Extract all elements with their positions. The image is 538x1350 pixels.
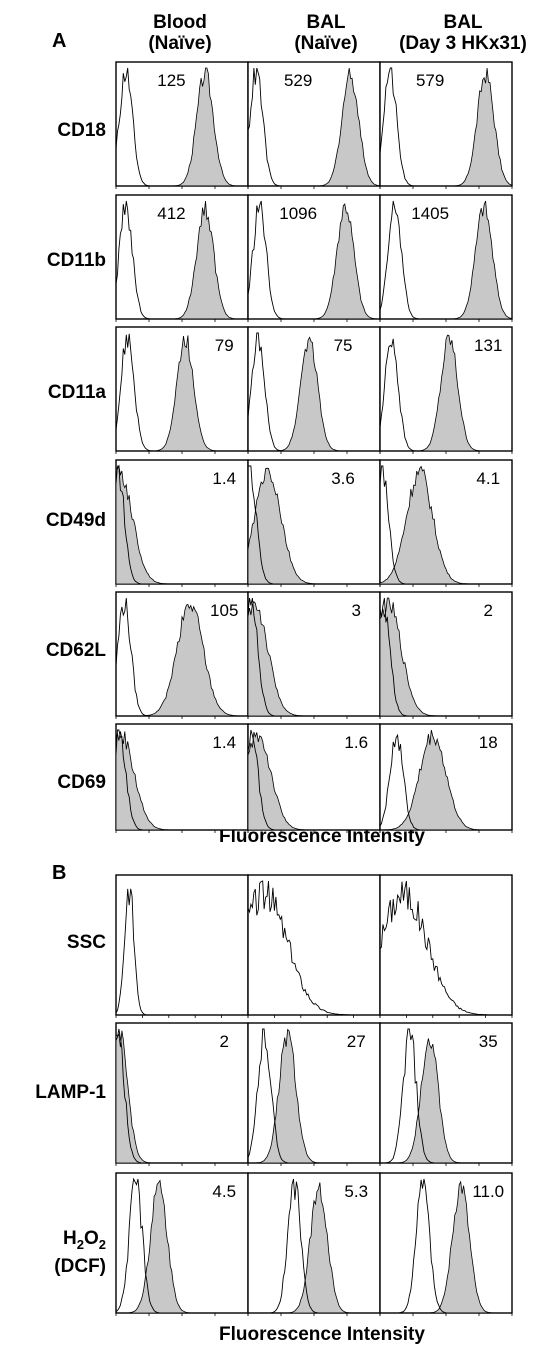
mfi-value: 579 xyxy=(416,71,444,90)
mfi-value: 1405 xyxy=(411,204,449,223)
ssc-histogram xyxy=(379,880,512,1016)
mfi-value: 125 xyxy=(157,71,185,90)
column-header-line1: BAL xyxy=(443,12,483,33)
row-label-cd69: CD69 xyxy=(57,772,106,793)
mfi-value: 5.3 xyxy=(344,1182,368,1201)
mfi-value: 1.4 xyxy=(212,733,236,752)
mfi-value: 18 xyxy=(479,733,498,752)
stained-histogram xyxy=(116,603,248,717)
x-axis-title-panel-b: Fluorescence Intensity xyxy=(219,1324,425,1345)
histogram-frame xyxy=(379,459,513,585)
panel-b-label: B xyxy=(52,862,67,884)
column-header-line2: (Day 3 HKx31) xyxy=(399,33,527,54)
mfi-value: 529 xyxy=(284,71,312,90)
mfi-value: 3 xyxy=(352,601,361,620)
row-label-cd49d: CD49d xyxy=(45,510,106,531)
column-header-line2: (Naïve) xyxy=(294,33,358,54)
mfi-value: 2 xyxy=(220,1032,229,1051)
column-header-bal-day3: BAL (Day 3 HKx31) xyxy=(388,12,538,54)
column-header-line1: BAL xyxy=(306,12,346,33)
row-label-h2o2: H2O2 (DCF) xyxy=(54,1228,106,1277)
mfi-value: 27 xyxy=(347,1032,366,1051)
row-label-cd11b: CD11b xyxy=(46,250,106,271)
mfi-value: 1.4 xyxy=(212,469,236,488)
mfi-value: 4.1 xyxy=(476,469,500,488)
mfi-value: 4.5 xyxy=(212,1182,236,1201)
row-label-cd18: CD18 xyxy=(57,120,106,141)
isotype-histogram xyxy=(380,1178,512,1314)
histogram-frame xyxy=(247,874,381,1016)
isotype-histogram xyxy=(248,1178,380,1314)
mfi-value: 1096 xyxy=(279,204,317,223)
panel-a-label: A xyxy=(52,30,67,52)
ssc-histogram xyxy=(247,880,380,1016)
mfi-value: 105 xyxy=(210,601,238,620)
column-header-blood-naive: Blood (Naïve) xyxy=(112,12,248,54)
mfi-value: 2 xyxy=(484,601,493,620)
column-header-bal-naive: BAL (Naïve) xyxy=(258,12,394,54)
mfi-value: 131 xyxy=(474,336,502,355)
row-label-ssc: SSC xyxy=(66,932,106,953)
mfi-value: 35 xyxy=(479,1032,498,1051)
histogram-frame xyxy=(379,874,513,1016)
stained-histogram xyxy=(116,200,248,320)
histogram-frame xyxy=(115,874,249,1016)
mfi-value: 75 xyxy=(334,336,353,355)
mfi-value: 79 xyxy=(215,336,234,355)
mfi-value: 412 xyxy=(157,204,185,223)
histogram-frame xyxy=(247,1022,381,1164)
row-label-cd62l: CD62L xyxy=(45,640,106,661)
mfi-value: 3.6 xyxy=(331,469,355,488)
x-axis-title-panel-a: Fluorescence Intensity xyxy=(219,826,425,847)
row-label-lamp1: LAMP-1 xyxy=(35,1082,106,1103)
stained-histogram xyxy=(116,67,248,187)
ssc-histogram xyxy=(115,888,248,1016)
row-label-cd11a: CD11a xyxy=(47,382,106,403)
column-header-line1: Blood xyxy=(153,12,207,33)
mfi-value: 11.0 xyxy=(472,1182,504,1201)
mfi-value: 1.6 xyxy=(344,733,368,752)
column-header-line2: (Naïve) xyxy=(148,33,212,54)
